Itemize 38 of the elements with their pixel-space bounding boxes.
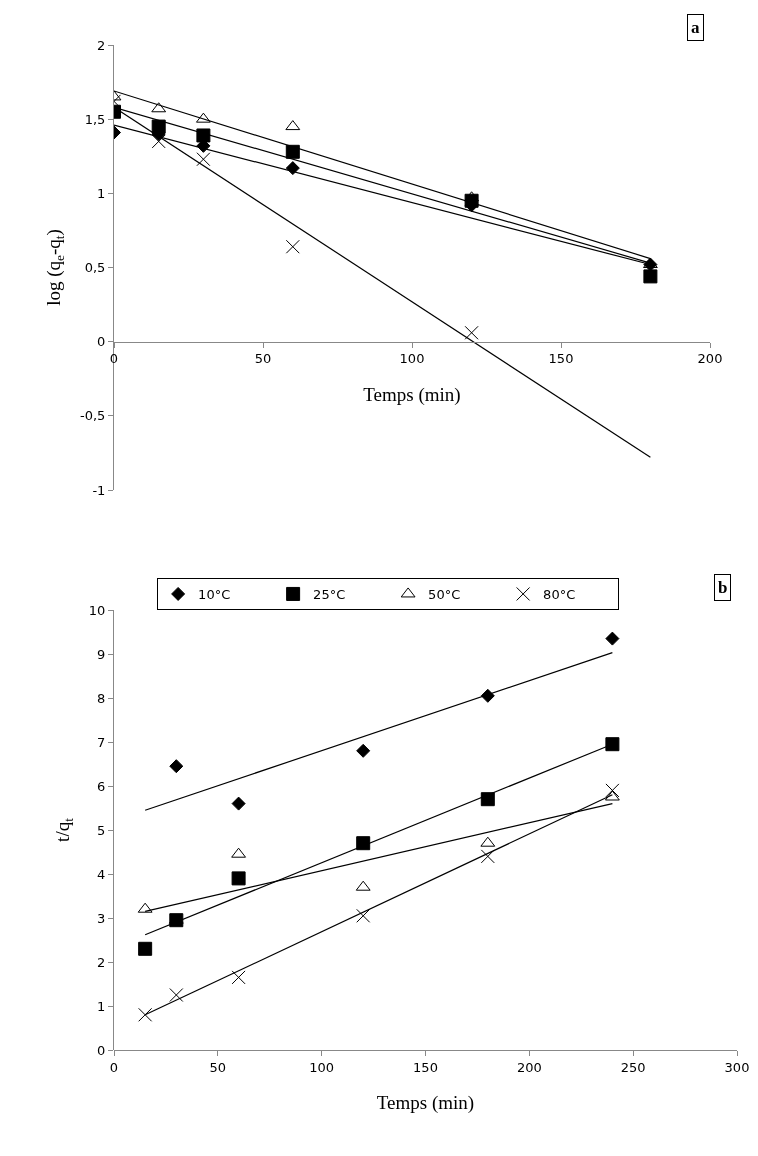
y-tick-label: 8 <box>97 690 106 706</box>
legend-label: 10°C <box>198 587 231 603</box>
x-tick-label: 50 <box>254 351 272 367</box>
y-tick-label: 1,5 <box>84 111 106 127</box>
y-tick-label: 0 <box>97 334 106 350</box>
y-tick-label: -1 <box>92 482 106 498</box>
x-tick-label: 50 <box>209 1059 227 1075</box>
x-tick-label: 200 <box>697 351 723 367</box>
y-tick-label: 1 <box>97 185 106 201</box>
y-tick-label: 0 <box>97 1042 106 1058</box>
y-tick-label: 4 <box>97 866 106 882</box>
x-tick-label: 0 <box>109 351 119 367</box>
y-tick-label: 1 <box>97 998 106 1014</box>
x-tick-label: 0 <box>109 1059 119 1075</box>
y-tick-label: -0,5 <box>80 408 106 424</box>
x-axis-title: Temps (min) <box>376 1092 475 1115</box>
y-tick-label: 2 <box>97 37 106 53</box>
legend-label: 50°C <box>428 587 461 603</box>
x-tick-label: 250 <box>620 1059 646 1075</box>
legend-label: 25°C <box>313 587 346 603</box>
y-tick-label: 6 <box>97 778 106 794</box>
y-tick-label: 3 <box>97 910 106 926</box>
x-tick-label: 100 <box>309 1059 335 1075</box>
x-axis-title: Temps (min) <box>363 384 461 407</box>
y-tick-label: 7 <box>97 734 106 750</box>
text: b <box>718 578 728 597</box>
text: a <box>691 18 700 37</box>
y-tick-label: 9 <box>97 646 106 662</box>
x-tick-label: 150 <box>548 351 574 367</box>
y-tick-label: 0,5 <box>84 260 106 276</box>
y-tick-label: 5 <box>97 822 106 838</box>
x-tick-label: 150 <box>413 1059 438 1075</box>
x-tick-label: 200 <box>516 1059 542 1075</box>
legend-label: 80°C <box>543 587 576 603</box>
y-tick-label: 10 <box>88 602 106 618</box>
x-tick-label: 100 <box>399 351 425 367</box>
y-tick-label: 2 <box>97 954 106 970</box>
x-tick-label: 300 <box>724 1059 750 1075</box>
